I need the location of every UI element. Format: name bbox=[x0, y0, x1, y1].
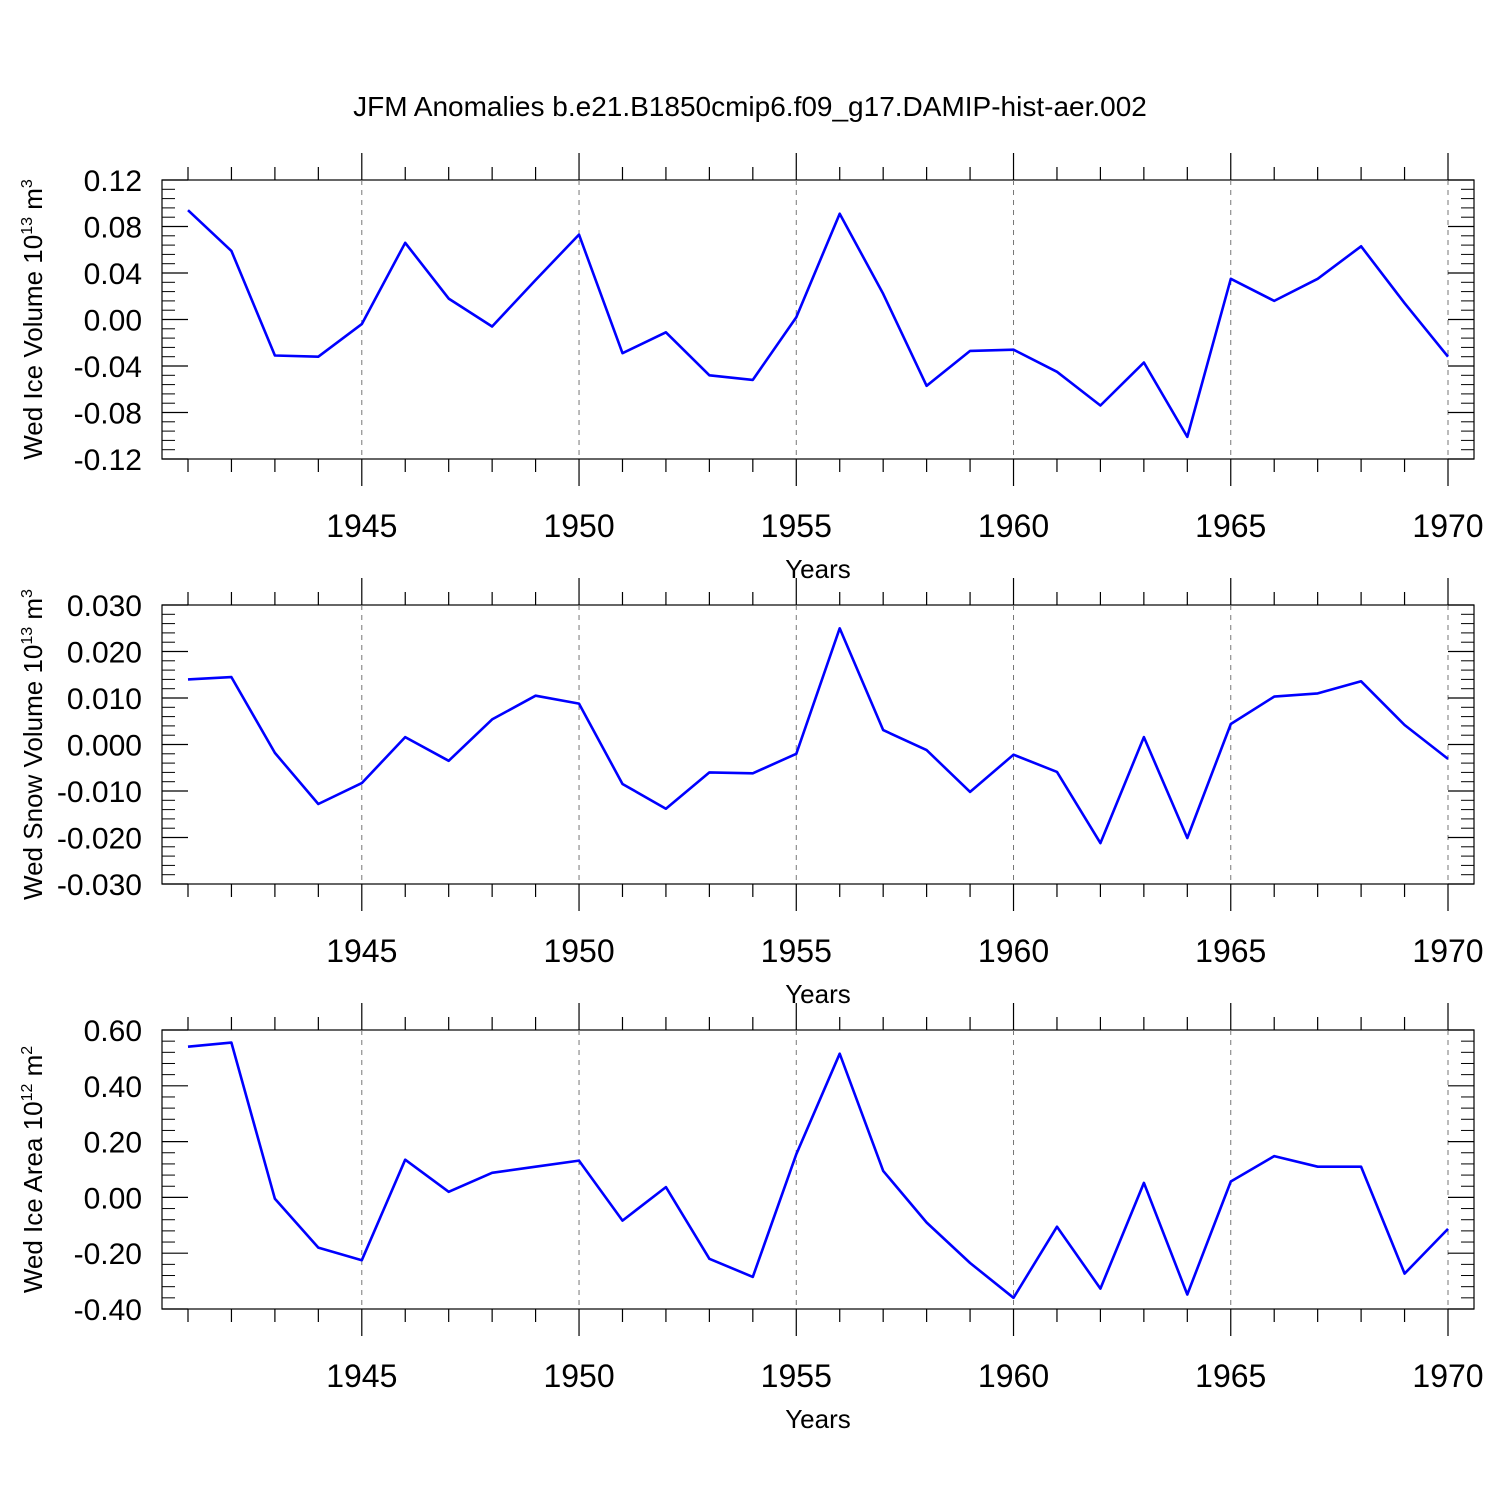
y-tick-label: 0.010 bbox=[67, 683, 142, 716]
y-tick-label: -0.40 bbox=[74, 1294, 142, 1327]
x-tick-label: 1945 bbox=[326, 1358, 397, 1394]
y-tick-label: -0.030 bbox=[57, 869, 142, 902]
x-tick-label: 1965 bbox=[1195, 933, 1266, 969]
x-tick-label: 1955 bbox=[761, 933, 832, 969]
x-axis-label: Years bbox=[785, 979, 851, 1009]
y-tick-label: 0.020 bbox=[67, 637, 142, 670]
x-tick-label: 1970 bbox=[1412, 508, 1483, 544]
y-axis-label: Wed Ice Area 1012 m2 bbox=[18, 1046, 48, 1293]
chart-panel-3: -0.40 -0.20 0.00 0.20 0.40 0.60 1945 1950 1955 19… bbox=[18, 1003, 1484, 1434]
y-tick-label: 0.12 bbox=[84, 165, 142, 198]
y-tick-label: -0.12 bbox=[74, 444, 142, 477]
x-tick-label: 1955 bbox=[761, 508, 832, 544]
y-tick-label: -0.010 bbox=[57, 776, 142, 809]
series-line bbox=[187, 626, 1449, 845]
x-tick-label: 1970 bbox=[1412, 1358, 1483, 1394]
x-tick-label: 1950 bbox=[543, 1358, 614, 1394]
plot-frame bbox=[161, 1029, 1475, 1310]
y-tick-label: 0.04 bbox=[84, 258, 142, 291]
y-tick-label: -0.20 bbox=[74, 1238, 142, 1271]
chart-panel-2: -0.030 -0.020 -0.010 0.000 0.010 0.020 0.030 19… bbox=[18, 578, 1484, 1009]
x-tick-label: 1960 bbox=[978, 1358, 1049, 1394]
plot-frame bbox=[161, 604, 1475, 885]
x-tick-label: 1945 bbox=[326, 508, 397, 544]
x-tick-label: 1960 bbox=[978, 508, 1049, 544]
series-line bbox=[187, 209, 1450, 439]
x-tick-label: 1970 bbox=[1412, 933, 1483, 969]
panels: -0.12 -0.08 -0.04 0.00 0.04 0.08 0.12 1945 1950 1… bbox=[18, 153, 1484, 1434]
y-tick-label: 0.08 bbox=[84, 212, 142, 245]
series-line bbox=[187, 1041, 1449, 1300]
x-tick-label: 1950 bbox=[543, 508, 614, 544]
y-axis-label: Wed Snow Volume 1013 m3 bbox=[18, 589, 48, 900]
y-tick-label: 0.030 bbox=[67, 590, 142, 623]
x-tick-label: 1965 bbox=[1195, 1358, 1266, 1394]
y-tick-label: 0.40 bbox=[84, 1071, 142, 1104]
y-tick-label: -0.04 bbox=[74, 351, 142, 384]
x-axis-label: Years bbox=[785, 1404, 851, 1434]
y-tick-label: 0.20 bbox=[84, 1127, 142, 1160]
x-tick-label: 1945 bbox=[326, 933, 397, 969]
y-tick-label: -0.020 bbox=[57, 823, 142, 856]
y-tick-label: -0.08 bbox=[74, 398, 142, 431]
x-tick-label: 1965 bbox=[1195, 508, 1266, 544]
x-tick-label: 1960 bbox=[978, 933, 1049, 969]
x-tick-label: 1950 bbox=[543, 933, 614, 969]
chart-panel-1: -0.12 -0.08 -0.04 0.00 0.04 0.08 0.12 1945 1950 1… bbox=[18, 153, 1484, 584]
x-axis-label: Years bbox=[785, 554, 851, 584]
y-tick-label: 0.00 bbox=[84, 305, 142, 338]
y-axis-label: Wed Ice Volume 1013 m3 bbox=[18, 179, 48, 460]
figure-title: JFM Anomalies b.e21.B1850cmip6.f09_g17.D… bbox=[353, 91, 1147, 122]
plot-frame bbox=[161, 179, 1475, 460]
y-tick-label: 0.60 bbox=[84, 1015, 142, 1048]
x-tick-label: 1955 bbox=[761, 1358, 832, 1394]
y-tick-label: 0.000 bbox=[67, 730, 142, 763]
y-tick-label: 0.00 bbox=[84, 1182, 142, 1215]
